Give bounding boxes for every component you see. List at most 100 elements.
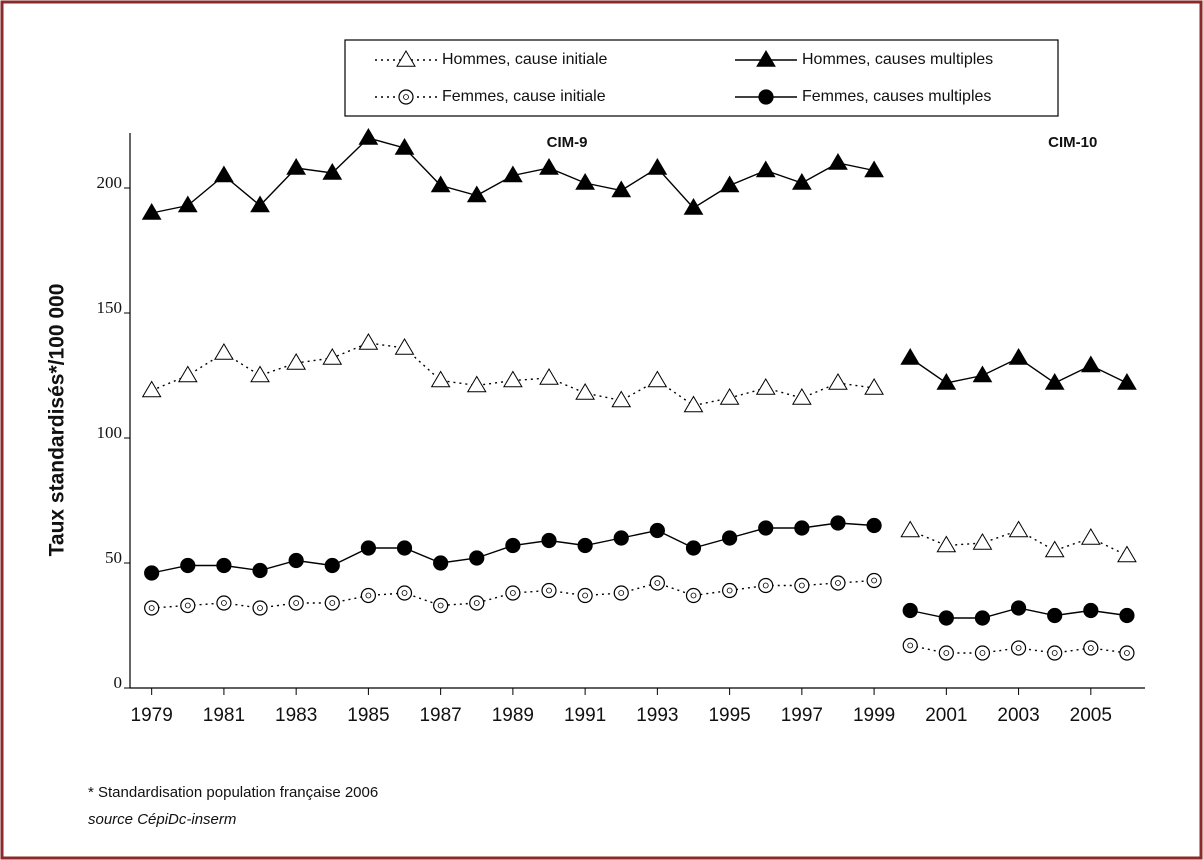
- marker-dot: [509, 590, 516, 596]
- marker: [722, 582, 738, 599]
- marker-dot: [943, 650, 950, 656]
- marker: [683, 395, 704, 413]
- marker: [972, 365, 993, 383]
- marker: [794, 577, 810, 594]
- marker: [828, 153, 848, 170]
- x-tick-label: 1987: [419, 705, 461, 726]
- y-tick-label: 150: [97, 298, 123, 317]
- marker-dot: [257, 605, 263, 611]
- marker-dot: [726, 587, 733, 594]
- x-tick-label: 1983: [275, 705, 317, 726]
- marker: [1119, 607, 1135, 624]
- marker: [864, 378, 884, 395]
- marker: [433, 597, 449, 614]
- marker: [324, 595, 340, 611]
- y-axis-label: Taux standardisés*/100 000: [46, 284, 69, 557]
- marker-dot: [401, 590, 408, 596]
- marker: [756, 50, 776, 67]
- x-tick-label: 1997: [781, 705, 823, 726]
- marker: [830, 575, 846, 591]
- marker-dot: [654, 580, 661, 586]
- marker-dot: [148, 605, 155, 611]
- marker: [936, 535, 957, 553]
- marker: [1080, 528, 1101, 545]
- marker: [864, 160, 884, 178]
- marker: [1117, 545, 1137, 563]
- x-tick-label: 1981: [203, 705, 245, 726]
- marker: [938, 610, 954, 626]
- marker: [577, 537, 593, 554]
- marker-dot: [835, 580, 841, 586]
- x-tick-label: 1995: [708, 705, 750, 726]
- marker: [180, 597, 196, 614]
- marker: [1010, 640, 1027, 656]
- marker: [466, 185, 487, 203]
- marker: [216, 595, 232, 611]
- marker: [719, 388, 740, 405]
- marker: [900, 348, 921, 365]
- marker: [324, 557, 340, 574]
- marker: [647, 370, 668, 388]
- marker: [794, 520, 810, 536]
- marker-dot: [403, 94, 409, 100]
- legend-label: Femmes, causes multiples: [802, 88, 991, 105]
- marker-dot: [1087, 645, 1094, 651]
- y-tick-label: 0: [114, 673, 123, 692]
- marker: [611, 390, 632, 408]
- legend-box: [344, 39, 1059, 117]
- marker-dot: [762, 582, 769, 589]
- marker-dot: [690, 592, 697, 599]
- marker: [539, 158, 559, 175]
- marker: [972, 533, 993, 550]
- marker-dot: [293, 600, 300, 606]
- marker: [828, 373, 848, 390]
- marker: [466, 375, 487, 393]
- x-tick-label: 1989: [492, 705, 534, 726]
- marker: [216, 557, 232, 574]
- marker: [322, 163, 343, 180]
- marker: [214, 343, 234, 360]
- marker: [177, 195, 198, 213]
- marker: [577, 587, 593, 604]
- marker-dot: [1051, 650, 1058, 656]
- marker: [505, 585, 521, 601]
- x-tick-label: 1993: [636, 705, 678, 726]
- marker: [613, 585, 629, 601]
- marker: [1044, 373, 1065, 390]
- marker: [394, 338, 415, 355]
- annotation: CIM-10: [1048, 134, 1097, 151]
- marker: [830, 515, 846, 531]
- marker: [938, 645, 954, 661]
- marker: [1044, 540, 1065, 558]
- marker: [611, 180, 632, 198]
- marker: [866, 517, 882, 534]
- y-tick-label: 200: [97, 173, 123, 192]
- marker: [791, 388, 812, 405]
- footnote: source CépiDc-inserm: [88, 811, 236, 828]
- marker: [141, 380, 162, 398]
- marker: [503, 165, 523, 183]
- x-tick-label: 1999: [853, 705, 895, 726]
- marker: [286, 158, 307, 175]
- marker: [1117, 373, 1137, 390]
- x-tick-label: 2005: [1070, 705, 1112, 726]
- marker: [900, 520, 921, 538]
- marker-dot: [907, 642, 914, 649]
- marker: [358, 128, 379, 145]
- marker: [974, 610, 991, 626]
- marker: [936, 373, 957, 390]
- x-tick-label: 2001: [925, 705, 967, 726]
- marker: [252, 562, 268, 579]
- marker: [1047, 607, 1063, 624]
- marker: [575, 173, 595, 190]
- marker: [758, 89, 774, 105]
- marker-dot: [1015, 645, 1022, 651]
- marker: [758, 577, 774, 594]
- marker: [288, 552, 304, 569]
- marker: [1119, 645, 1135, 661]
- marker-dot: [979, 650, 986, 656]
- marker: [469, 550, 485, 566]
- marker: [286, 353, 307, 370]
- marker: [758, 520, 774, 536]
- marker: [469, 595, 485, 611]
